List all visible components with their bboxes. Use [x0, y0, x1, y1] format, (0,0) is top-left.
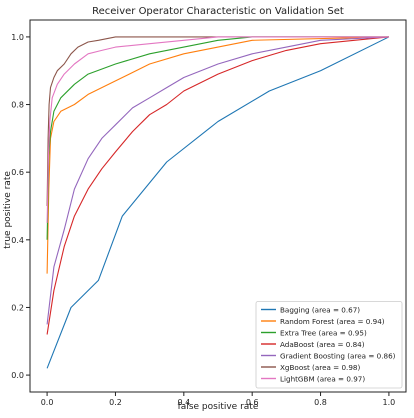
legend-entry: XgBoost (area = 0.98): [280, 363, 360, 372]
plot-area-frame: [29, 19, 407, 393]
x-tick-label: 0.2: [109, 398, 122, 407]
legend-box: [255, 301, 403, 389]
legend-entry: Random Forest (area = 0.94): [280, 317, 385, 326]
series-line-2: [46, 36, 389, 240]
series-lines: [46, 36, 390, 369]
series-line-0: [46, 36, 390, 369]
series-line-3: [46, 36, 389, 335]
y-tick-label: 0.2: [11, 303, 24, 312]
y-tick-label: 0.8: [11, 101, 24, 110]
axis-ticks: 0.0 0.2 0.4 0.6 0.8 1.0 0.0 0.2 0.4 0.6 0.8 1.0: [11, 33, 395, 407]
x-tick-label: 0.6: [246, 398, 259, 407]
x-tick-label: 0.0: [41, 398, 54, 407]
chart-title: Receiver Operator Characteristic on Vali…: [92, 6, 344, 17]
x-tick-label: 1.0: [383, 398, 396, 407]
y-tick-label: 0.6: [11, 168, 24, 177]
x-tick-label: 0.8: [314, 398, 327, 407]
legend-entry: AdaBoost (area = 0.84): [280, 340, 365, 349]
legend-entry: Bagging (area = 0.67): [280, 306, 360, 315]
series-line-6: [46, 36, 389, 223]
y-axis-label: true positive rate: [3, 171, 13, 249]
y-tick-label: 1.0: [11, 33, 24, 42]
series-line-1: [46, 36, 389, 274]
y-tick-label: 0.0: [11, 371, 24, 380]
x-axis-label: false positive rate: [178, 402, 259, 412]
legend-entry: Gradient Boosting (area = 0.86): [280, 352, 396, 361]
legend: Bagging (area = 0.67) Random Forest (area…: [255, 301, 403, 389]
legend-entry: LightGBM (area = 0.97): [280, 375, 365, 384]
legend-entry: Extra Tree (area = 0.95): [280, 329, 367, 338]
y-tick-label: 0.4: [11, 236, 24, 245]
series-line-4: [46, 36, 389, 325]
x-tick-label: 0.4: [177, 398, 190, 407]
series-line-5: [46, 36, 389, 207]
